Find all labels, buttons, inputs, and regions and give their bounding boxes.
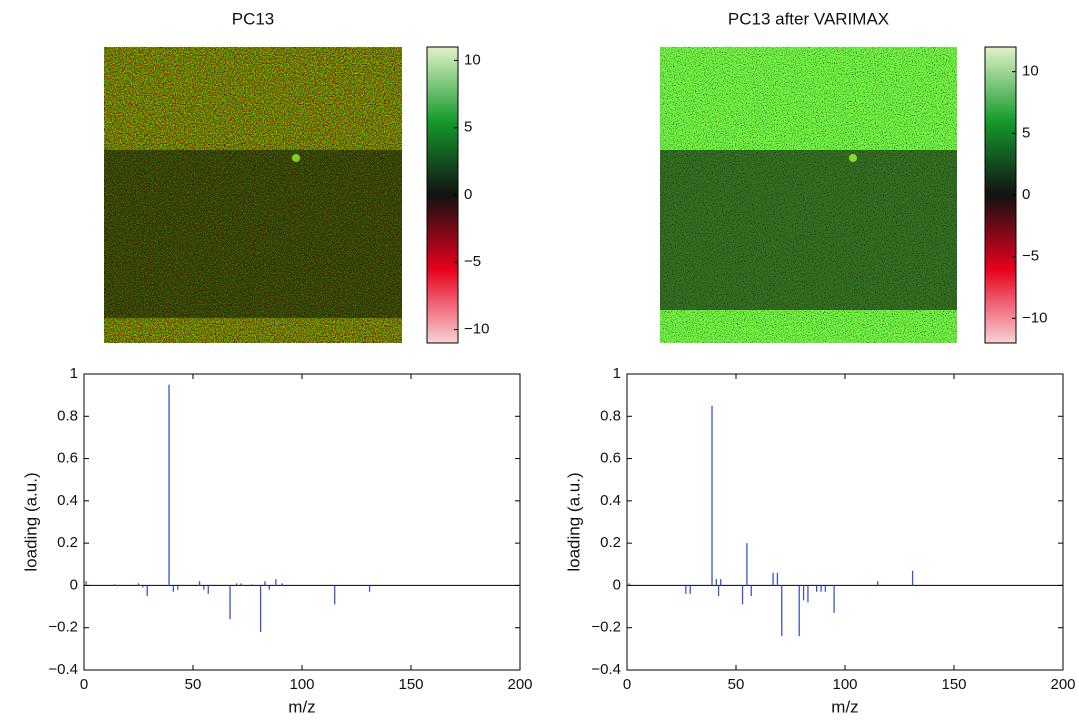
x-tick-label: 200 bbox=[1050, 676, 1075, 693]
y-tick-label: 0.4 bbox=[600, 492, 621, 509]
colorbar-tick-label: 10 bbox=[464, 51, 481, 68]
y-axis-label: loading (a.u.) bbox=[564, 472, 583, 571]
y-tick-label: 0 bbox=[613, 576, 621, 593]
x-tick-label: 50 bbox=[728, 676, 745, 693]
colorbar-tick-label: 5 bbox=[464, 119, 472, 136]
colorbar bbox=[984, 46, 1017, 344]
x-tick-label: 100 bbox=[289, 676, 314, 693]
x-axis-label: m/z bbox=[288, 697, 315, 716]
x-tick-label: 200 bbox=[507, 676, 532, 693]
colorbar-tick-label: −5 bbox=[464, 253, 481, 270]
y-tick-label: 0.4 bbox=[57, 492, 78, 509]
colorbar-tick-label: −5 bbox=[1022, 248, 1039, 265]
x-tick-label: 0 bbox=[80, 676, 88, 693]
heatmap-image bbox=[104, 47, 402, 343]
x-tick-label: 150 bbox=[398, 676, 423, 693]
x-tick-label: 100 bbox=[832, 676, 857, 693]
plot-area bbox=[626, 373, 1064, 671]
y-tick-label: 0.6 bbox=[600, 450, 621, 467]
chart-title: PC13 bbox=[232, 9, 275, 28]
y-tick-label: 1 bbox=[613, 365, 621, 382]
colorbar-tick-label: −10 bbox=[1022, 309, 1047, 326]
colorbar-tick-label: −10 bbox=[464, 321, 489, 338]
x-tick-label: 150 bbox=[941, 676, 966, 693]
colorbar-tick-label: 5 bbox=[1022, 124, 1030, 141]
colorbar bbox=[426, 46, 459, 344]
y-tick-label: 0 bbox=[70, 576, 78, 593]
y-tick-label: −0.4 bbox=[48, 661, 78, 678]
y-tick-label: 0.8 bbox=[600, 407, 621, 424]
y-tick-label: 0.2 bbox=[600, 534, 621, 551]
y-tick-label: 0.2 bbox=[57, 534, 78, 551]
chart-title: PC13 after VARIMAX bbox=[728, 9, 889, 28]
colorbar-tick-label: 0 bbox=[464, 186, 472, 203]
x-tick-label: 0 bbox=[623, 676, 631, 693]
x-tick-label: 50 bbox=[185, 676, 202, 693]
plot-area bbox=[83, 373, 521, 671]
y-tick-label: −0.4 bbox=[591, 661, 621, 678]
colorbar-tick-label: 10 bbox=[1022, 63, 1039, 80]
y-tick-label: −0.2 bbox=[48, 619, 78, 636]
heatmap-image bbox=[660, 47, 957, 343]
y-tick-label: 0.6 bbox=[57, 450, 78, 467]
y-tick-label: 1 bbox=[70, 365, 78, 382]
y-tick-label: 0.8 bbox=[57, 407, 78, 424]
x-axis-label: m/z bbox=[831, 697, 858, 716]
y-axis-label: loading (a.u.) bbox=[21, 472, 40, 571]
colorbar-tick-label: 0 bbox=[1022, 186, 1030, 203]
y-tick-label: −0.2 bbox=[591, 619, 621, 636]
